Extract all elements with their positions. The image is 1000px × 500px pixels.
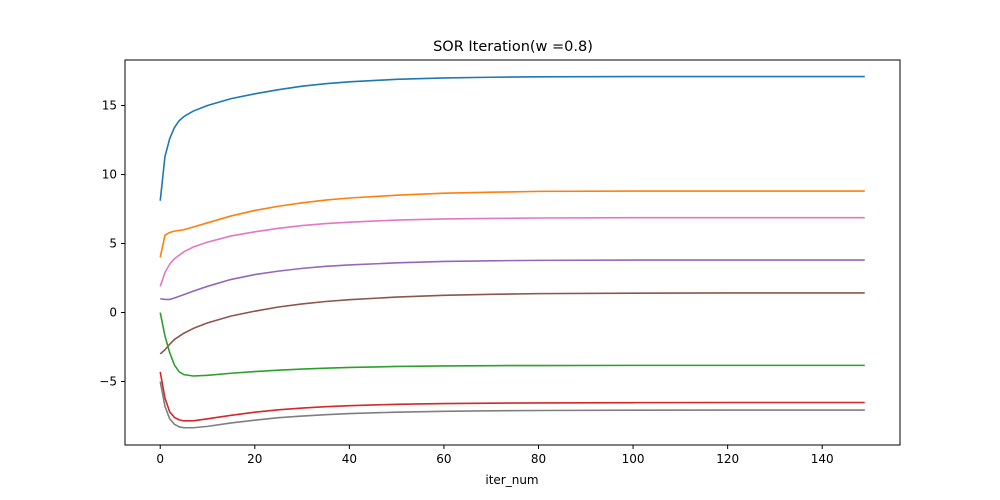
x-tick-label: 80 — [531, 452, 546, 466]
series-line-3 — [159, 216, 865, 287]
y-tick-label: 0 — [109, 306, 117, 320]
series-line-8 — [159, 381, 865, 429]
plot-frame — [124, 59, 901, 446]
series-line-5 — [159, 292, 865, 355]
x-tick-label: 40 — [342, 452, 357, 466]
x-tick-label: 140 — [811, 452, 834, 466]
y-tick-label: 10 — [102, 168, 117, 182]
x-tick-label: 100 — [622, 452, 645, 466]
series-line-1 — [159, 75, 865, 201]
x-tick-label: 120 — [716, 452, 739, 466]
y-axis-ticks: −5 0 5 10 15 — [99, 99, 125, 389]
y-tick-label: 5 — [109, 237, 117, 251]
x-tick-label: 20 — [247, 452, 262, 466]
y-tick-label: 15 — [102, 99, 117, 113]
series-line-2 — [159, 190, 865, 258]
x-tick-label: 60 — [436, 452, 451, 466]
series-line-4 — [160, 259, 865, 301]
chart-title: SOR Iteration(w =0.8) — [433, 39, 593, 55]
series-line-6 — [159, 312, 865, 377]
x-axis-ticks: 0 20 40 60 80 100 120 140 — [156, 445, 834, 466]
series-line-7 — [159, 371, 865, 422]
x-axis-label: iter_num — [485, 473, 538, 487]
x-tick-label: 0 — [156, 452, 164, 466]
plot-lines — [159, 75, 865, 429]
y-tick-label: −5 — [99, 375, 117, 389]
